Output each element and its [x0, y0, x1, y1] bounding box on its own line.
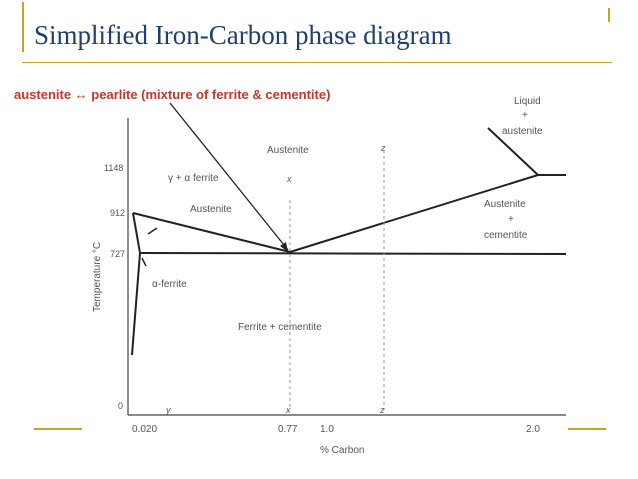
region-arrow: [141, 257, 147, 267]
region-liquid-plus: +: [522, 110, 528, 121]
region-austenite-cementite-top: Austenite: [484, 199, 526, 210]
x-axis-label: % Carbon: [320, 445, 364, 456]
x-marker-x: x: [285, 405, 291, 415]
region-liquid-austenite: austenite: [502, 126, 543, 137]
top-marker-z: z: [380, 143, 386, 153]
callout-arrow: [169, 102, 289, 251]
region-austenite: Austenite: [267, 145, 309, 156]
bottom-right-accent: [568, 428, 606, 430]
ferrite-boundary-upper: [132, 212, 141, 254]
region-arrow: [147, 227, 158, 235]
region-ferrite-cementite: Ferrite + cementite: [238, 322, 322, 333]
title-underline: [22, 62, 612, 63]
x-tick-1-0: 1.0: [320, 424, 334, 435]
y-tick-727: 727: [110, 249, 125, 259]
top-right-accent: [608, 8, 610, 22]
x-marker-z: z: [379, 405, 385, 415]
y-axis-label: Temperature °C: [92, 242, 103, 312]
liquidus-line: [487, 127, 539, 176]
region-austenite-cementite-bottom: cementite: [484, 230, 528, 241]
top-marker-x: x: [286, 174, 292, 184]
ferrite-solvus: [131, 252, 141, 356]
title-accent-line: [22, 2, 24, 52]
region-austenite-cementite-plus: +: [508, 214, 514, 225]
bottom-left-accent: [34, 428, 82, 430]
region-alpha-ferrite: α-ferrite: [152, 279, 187, 290]
region-gamma-alpha-austenite: Austenite: [190, 204, 232, 215]
y-tick-1148: 1148: [104, 163, 123, 173]
x-tick-0-020: 0.020: [132, 424, 157, 435]
eutectoid-callout: austenite ↔ pearlite (mixture of ferrite…: [14, 87, 331, 102]
a3-line: [132, 212, 291, 253]
region-liquid: Liquid: [514, 96, 541, 107]
y-tick-912: 912: [110, 208, 125, 218]
slide-title: Simplified Iron-Carbon phase diagram: [34, 20, 452, 50]
eutectoid-line: [139, 252, 567, 255]
x-marker-y: y: [165, 405, 171, 415]
region-gamma-alpha-ferrite: γ + α ferrite: [168, 173, 219, 184]
acm-line: [289, 174, 539, 253]
y-tick-0: 0: [118, 401, 123, 411]
x-tick-2-0: 2.0: [526, 424, 540, 435]
callout-arrowhead: [280, 242, 288, 252]
x-tick-0-77: 0.77: [278, 424, 298, 435]
